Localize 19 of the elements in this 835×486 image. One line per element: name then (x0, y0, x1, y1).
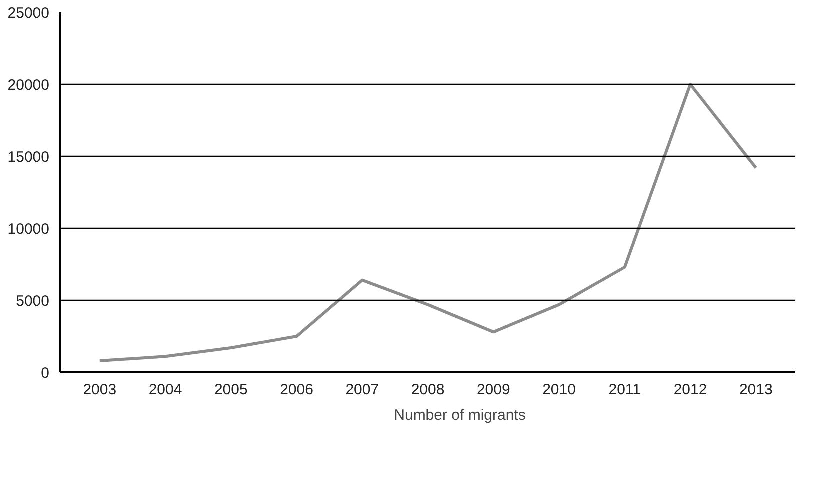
y-tick-label: 25000 (8, 5, 50, 22)
y-tick-label: 15000 (8, 149, 50, 166)
x-tick-label: 2007 (346, 382, 380, 398)
y-tick-label: 0 (41, 365, 50, 382)
line-series (98, 83, 758, 362)
y-tick-label: 20000 (8, 77, 50, 94)
x-tick-label: 2010 (542, 382, 576, 398)
x-tick-label: 2011 (608, 382, 642, 398)
x-tick-label: 2005 (214, 382, 248, 398)
text: Number of migrants (394, 406, 526, 424)
x-tick-label: 2013 (739, 382, 773, 398)
x-tick-label: 2009 (476, 382, 510, 398)
x-tick-label: 2004 (148, 382, 182, 398)
x-tick-label: 2006 (280, 382, 314, 398)
x-tick-label: 2003 (83, 382, 117, 398)
x-tick-label: 2008 (411, 382, 445, 398)
x-tick-label: 2012 (674, 382, 708, 398)
y-tick-label: 5000 (16, 293, 50, 310)
y-tick-label: 10000 (8, 221, 50, 238)
